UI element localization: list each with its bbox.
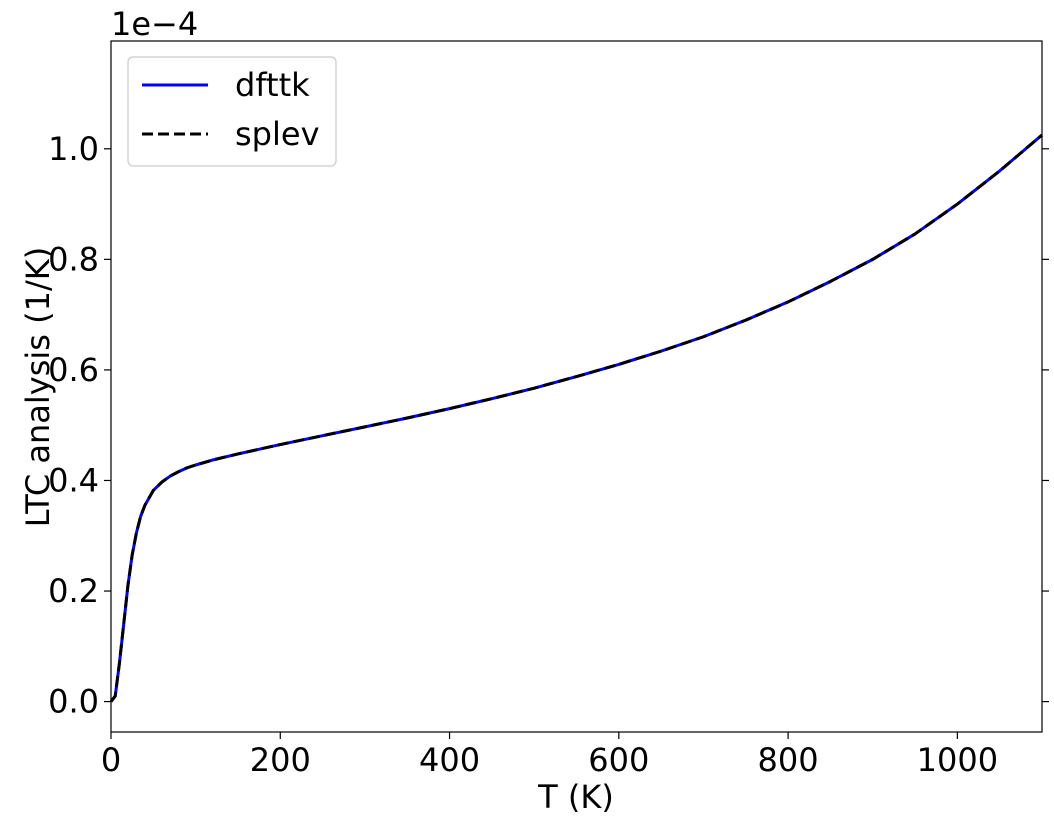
plot-area [109, 40, 1043, 733]
x-tick-label: 400 [419, 741, 480, 779]
x-tick-label: 600 [588, 741, 649, 779]
legend-label-dfttk: dfttk [235, 66, 310, 104]
y-tick-label: 0.6 [48, 351, 99, 389]
y-tick-label: 0.2 [48, 572, 99, 610]
x-tick-label: 200 [250, 741, 311, 779]
y-tick-label: 0.4 [48, 461, 99, 499]
series-line-dfttk [109, 133, 1043, 703]
y-axis-label: LTC analysis (1/K) [19, 247, 57, 527]
x-axis-label: T (K) [537, 778, 614, 816]
y-tick-label: 0.8 [48, 240, 99, 278]
legend-label-splev: splev [235, 115, 320, 153]
y-tick-label: 0.0 [48, 683, 99, 721]
x-tick-label: 0 [101, 741, 121, 779]
y-tick-label: 1.0 [48, 130, 99, 168]
y-axis-ticks: 0.0 0.2 0.4 0.6 0.8 1.0 [48, 130, 1049, 721]
series-line-splev [109, 133, 1043, 703]
legend: dfttk splev [127, 56, 337, 167]
x-tick-label: 800 [758, 741, 819, 779]
y-axis-offset-text: 1e−4 [111, 5, 198, 43]
x-axis-ticks: 0 200 400 600 800 1000 [101, 732, 998, 779]
x-tick-label: 1000 [917, 741, 998, 779]
series-layer [109, 133, 1043, 703]
axes-frame [110, 40, 1043, 733]
